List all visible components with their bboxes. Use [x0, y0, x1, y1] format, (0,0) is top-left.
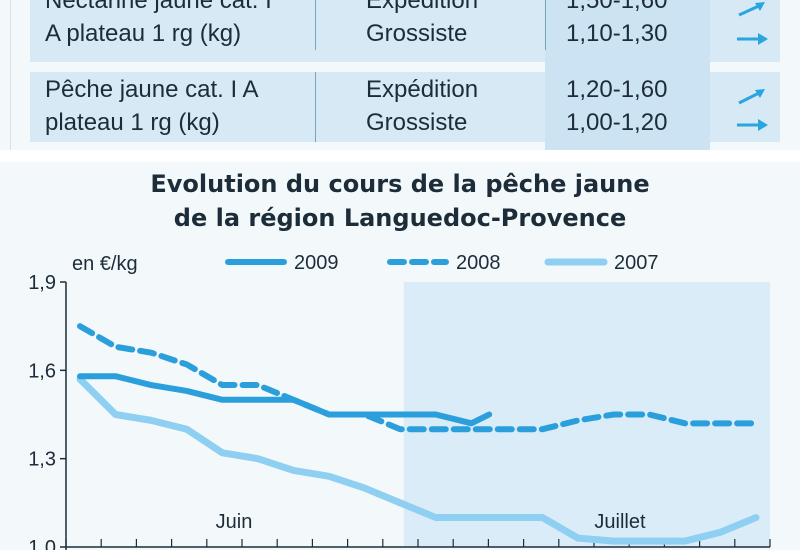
price-table: Nectarine jaune cat. I A plateau 1 rg (k…	[0, 0, 800, 155]
row1-price2: 1,10-1,30	[566, 20, 668, 47]
row1-stage1: Expédition	[366, 0, 479, 14]
legend: 2009 2008 2007	[225, 252, 659, 274]
y-tick-label: 1,3	[28, 449, 56, 471]
row2-price2: 1,00-1,20	[566, 109, 668, 136]
right-arrow-icon	[737, 119, 768, 131]
chart-title-line2: de la région Languedoc-Provence	[173, 204, 627, 232]
section-separator	[0, 150, 800, 162]
series-lines	[76, 323, 760, 545]
price-column-band-overlay	[545, 0, 710, 142]
july-shaded-region	[403, 282, 770, 547]
row2-price1: 1,20-1,60	[566, 76, 668, 103]
row1-product-line2: A plateau 1 rg (kg)	[45, 20, 242, 47]
y-axis: 1,9 1,6 1,3 1,0	[28, 272, 67, 550]
y-tick-label: 1,9	[28, 272, 56, 294]
price-line-chart: 1,91,61,31,0 2009 2008 2007 en €/kg Juin Ju…	[28, 252, 771, 550]
up-right-arrow-icon	[738, 2, 765, 17]
month-labels: Juin Juillet	[216, 511, 646, 533]
right-arrow-icon	[737, 33, 768, 45]
left-border	[10, 0, 11, 150]
col-divider-2	[315, 72, 316, 142]
row2-product-line1: Pêche jaune cat. I A	[45, 76, 259, 103]
col-divider-3	[545, 0, 546, 50]
row1-product-line1: Nectarine jaune cat. I	[45, 0, 272, 14]
month-label-juillet: Juillet	[594, 511, 646, 533]
y-tick-label: 1,0	[28, 537, 56, 550]
legend-label-2007: 2007	[614, 252, 659, 274]
row1-stage2: Grossiste	[366, 20, 468, 47]
series-line-2009	[77, 373, 493, 427]
row2-product-line2: plateau 1 rg (kg)	[45, 109, 220, 136]
y-axis-label: en €/kg	[72, 253, 138, 275]
legend-label-2008: 2008	[456, 252, 501, 274]
up-right-arrow-icon	[738, 89, 765, 105]
y-tick-label: 1,6	[28, 360, 56, 382]
series-line-2008	[77, 323, 759, 433]
legend-label-2009: 2009	[294, 252, 339, 274]
row2-stage2: Grossiste	[366, 109, 468, 136]
chart-panel: Evolution du cours de la pêche jaune de …	[0, 162, 800, 550]
row2-stage1: Expédition	[366, 76, 479, 103]
chart-title-line1: Evolution du cours de la pêche jaune	[150, 170, 650, 198]
row1-price1: 1,50-1,60	[566, 0, 668, 14]
month-label-juin: Juin	[216, 511, 253, 533]
col-divider-1	[315, 0, 316, 50]
series-line-2007	[76, 375, 760, 545]
